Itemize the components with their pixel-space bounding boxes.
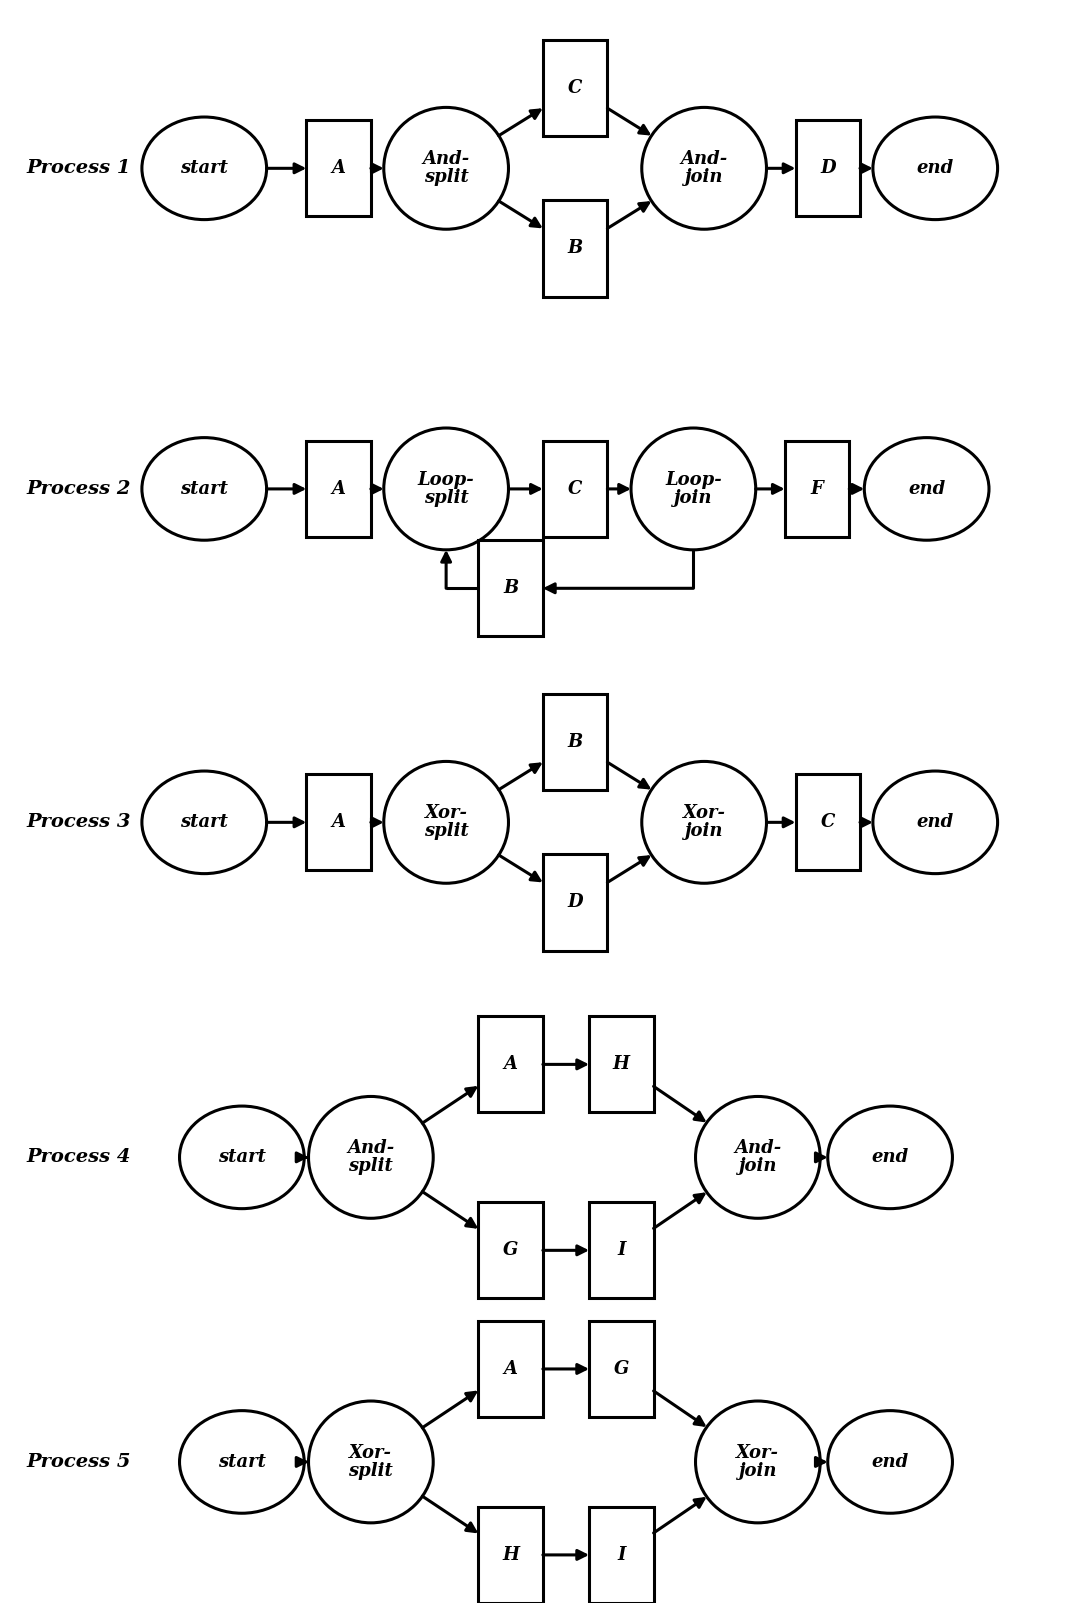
Text: B: B: [568, 239, 583, 258]
Text: start: start: [181, 479, 228, 499]
Text: Loop-
join: Loop- join: [665, 471, 721, 507]
Text: D: D: [820, 159, 835, 178]
Ellipse shape: [309, 1096, 433, 1218]
Text: start: start: [181, 159, 228, 178]
Ellipse shape: [828, 1106, 952, 1209]
Text: A: A: [331, 159, 346, 178]
Text: F: F: [811, 479, 823, 499]
Ellipse shape: [384, 428, 508, 550]
Text: A: A: [331, 813, 346, 832]
Text: Loop-
split: Loop- split: [418, 471, 474, 507]
FancyBboxPatch shape: [306, 120, 371, 216]
Text: Process 5: Process 5: [27, 1452, 131, 1472]
Text: H: H: [502, 1545, 519, 1565]
FancyBboxPatch shape: [478, 540, 543, 636]
Text: end: end: [872, 1148, 908, 1167]
FancyBboxPatch shape: [796, 774, 860, 870]
Ellipse shape: [142, 771, 267, 874]
FancyBboxPatch shape: [478, 1321, 543, 1417]
Text: I: I: [617, 1241, 626, 1260]
Text: H: H: [613, 1055, 630, 1074]
Text: Xor-
split: Xor- split: [424, 805, 469, 840]
FancyBboxPatch shape: [589, 1202, 654, 1298]
FancyBboxPatch shape: [543, 694, 607, 790]
FancyBboxPatch shape: [589, 1321, 654, 1417]
FancyBboxPatch shape: [589, 1016, 654, 1112]
Text: start: start: [218, 1148, 266, 1167]
Ellipse shape: [142, 117, 267, 220]
FancyBboxPatch shape: [785, 441, 849, 537]
FancyBboxPatch shape: [543, 441, 607, 537]
Ellipse shape: [631, 428, 756, 550]
FancyBboxPatch shape: [478, 1016, 543, 1112]
Ellipse shape: [642, 761, 766, 883]
Text: end: end: [908, 479, 945, 499]
Text: Process 2: Process 2: [27, 479, 131, 499]
Ellipse shape: [384, 761, 508, 883]
Text: And-
join: And- join: [734, 1140, 782, 1175]
FancyBboxPatch shape: [306, 441, 371, 537]
Text: And-
split: And- split: [422, 151, 470, 186]
Ellipse shape: [142, 438, 267, 540]
FancyBboxPatch shape: [478, 1202, 543, 1298]
FancyBboxPatch shape: [543, 854, 607, 951]
Text: Xor-
split: Xor- split: [348, 1444, 393, 1480]
Text: C: C: [820, 813, 835, 832]
Text: And-
split: And- split: [347, 1140, 395, 1175]
Ellipse shape: [309, 1401, 433, 1523]
Ellipse shape: [696, 1096, 820, 1218]
Text: C: C: [568, 479, 583, 499]
Text: end: end: [917, 813, 954, 832]
Text: G: G: [503, 1241, 518, 1260]
Text: And-
join: And- join: [680, 151, 728, 186]
Text: Process 3: Process 3: [27, 813, 131, 832]
Text: C: C: [568, 79, 583, 98]
Text: D: D: [568, 893, 583, 912]
Text: end: end: [917, 159, 954, 178]
Ellipse shape: [864, 438, 989, 540]
Text: G: G: [614, 1359, 629, 1379]
FancyBboxPatch shape: [543, 40, 607, 136]
Text: start: start: [218, 1452, 266, 1472]
Text: B: B: [503, 579, 518, 598]
Text: A: A: [503, 1359, 518, 1379]
FancyBboxPatch shape: [478, 1507, 543, 1603]
Text: A: A: [503, 1055, 518, 1074]
FancyBboxPatch shape: [796, 120, 860, 216]
FancyBboxPatch shape: [543, 200, 607, 297]
Ellipse shape: [873, 771, 998, 874]
Ellipse shape: [828, 1411, 952, 1513]
Text: I: I: [617, 1545, 626, 1565]
FancyBboxPatch shape: [306, 774, 371, 870]
Text: end: end: [872, 1452, 908, 1472]
Text: Xor-
join: Xor- join: [736, 1444, 779, 1480]
Text: Xor-
join: Xor- join: [683, 805, 726, 840]
Text: A: A: [331, 479, 346, 499]
Ellipse shape: [642, 107, 766, 229]
Ellipse shape: [180, 1411, 304, 1513]
Text: Process 4: Process 4: [27, 1148, 131, 1167]
FancyBboxPatch shape: [589, 1507, 654, 1603]
Text: Process 1: Process 1: [27, 159, 131, 178]
Ellipse shape: [696, 1401, 820, 1523]
Text: start: start: [181, 813, 228, 832]
Ellipse shape: [180, 1106, 304, 1209]
Text: B: B: [568, 733, 583, 752]
Ellipse shape: [873, 117, 998, 220]
Ellipse shape: [384, 107, 508, 229]
